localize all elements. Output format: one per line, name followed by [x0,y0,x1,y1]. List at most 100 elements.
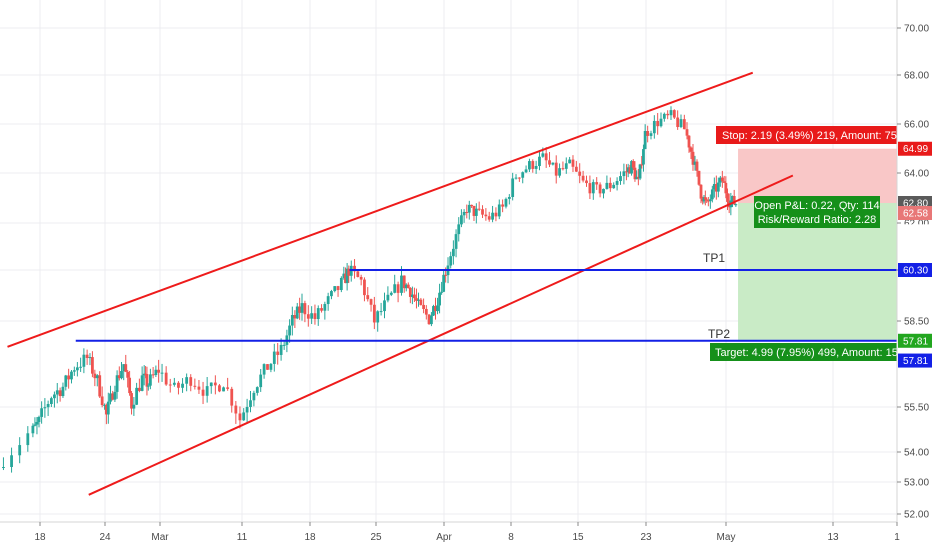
candle [113,385,117,402]
svg-text:62.80: 62.80 [903,199,928,210]
candle [524,165,528,174]
candle [222,386,225,392]
price-tick-label: 53.00 [904,478,929,489]
pnl-label-box [754,196,880,228]
candle [656,112,660,135]
candle [460,209,463,228]
candle [306,305,310,327]
channel-lower[interactable] [88,174,794,496]
candle [35,417,39,435]
candle [481,205,484,219]
candle [376,310,380,332]
target-label[interactable]: Target: 4.99 (7.95%) 499, Amount: 156 [710,343,904,361]
candle [501,199,505,213]
svg-text:60.30: 60.30 [903,266,928,277]
candle [695,159,699,177]
candle [91,351,94,378]
candle [323,301,327,320]
time-tick-label: 15 [572,532,584,543]
candle [708,194,712,209]
candle [75,362,79,377]
candle [154,365,158,377]
candle [201,381,205,405]
candle [551,162,555,166]
pnl-label[interactable]: Open P&L: 0.22, Qty: 114 Risk/Reward Rat… [754,196,880,228]
candle [98,371,102,398]
candle [255,386,259,396]
tp1-label: TP1 [703,251,725,265]
candle [93,369,97,387]
candle [689,146,693,159]
candle [218,383,221,393]
candle [598,182,602,198]
candle [693,155,697,171]
channel-upper[interactable] [7,71,754,348]
candle [419,297,423,306]
candle [722,175,726,183]
stop-zone[interactable] [738,148,905,203]
candle [359,274,363,286]
candle [126,369,130,388]
candle [293,310,297,328]
candle [484,208,488,221]
candle [720,170,724,188]
candle [438,283,441,314]
candle [145,366,149,396]
candle [417,292,420,307]
candle [413,287,416,303]
candle [662,112,666,122]
time-axis[interactable]: 18 24 Mar 11 18 25 Apr 8 15 23 May 13 1 [0,521,900,543]
price-tick-label: 68.00 [904,71,929,82]
candle [697,170,701,186]
candle [37,415,41,428]
candle [672,109,676,120]
candle [528,158,531,173]
candle [288,319,291,343]
candle [511,172,515,201]
candle [72,366,76,376]
candle [494,207,498,222]
candle [259,369,263,392]
candle [26,426,30,452]
tag-last: 62.58 [898,206,932,220]
time-tick-label: 18 [304,532,316,543]
candle [157,359,161,383]
candle [646,125,650,143]
candle [622,163,626,185]
candle [282,340,286,350]
candle [642,144,645,172]
candle [462,209,466,223]
candle [120,362,123,380]
candle [172,377,176,387]
tag-timer: 01:57:47 [898,224,932,239]
stop-label[interactable]: Stop: 2.19 (3.49%) 219, Amount: 750 [716,126,903,144]
candle [706,196,710,207]
candle [703,190,707,206]
candle [602,188,605,199]
time-tick-label: 23 [640,532,652,543]
candle [652,115,656,139]
candle [472,205,476,221]
candle [95,374,99,387]
stop-label-text: Stop: 2.19 (3.49%) 219, Amount: 750 [722,130,903,142]
candle [581,170,585,183]
candle [517,177,521,182]
drawn-lines[interactable] [7,71,930,496]
candle [379,302,383,316]
candle [383,292,386,319]
candle [46,400,50,417]
candle [504,197,508,209]
svg-text:57.81: 57.81 [903,356,928,367]
candle [313,304,317,325]
candle [427,313,431,325]
candle [79,357,83,372]
price-tick-label: 62.00 [904,219,929,230]
time-tick-label: 11 [237,532,248,543]
candle [625,164,628,181]
candle [454,229,458,258]
candle [40,401,44,424]
candle [252,390,256,407]
time-tick-label: Mar [151,532,169,543]
candle [588,175,592,200]
